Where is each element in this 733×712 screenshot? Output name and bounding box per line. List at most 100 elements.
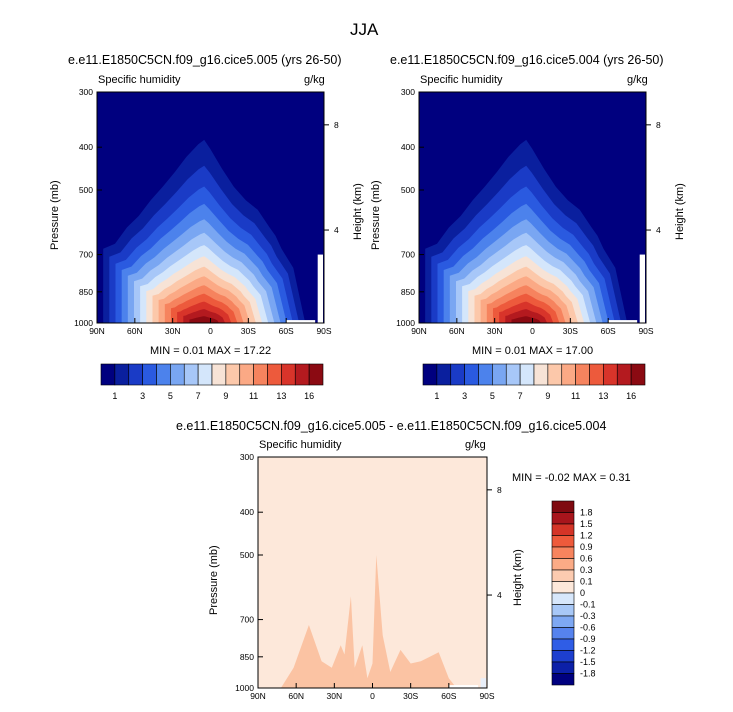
panel1-field xyxy=(97,92,324,323)
colorbar1-swatch xyxy=(156,363,171,386)
panel1-xtick-label: 60S xyxy=(279,326,294,336)
panel3-ylabel-right: Height (km) xyxy=(512,549,524,606)
colorbar2-label: 5 xyxy=(490,391,495,401)
colorbar3-swatch xyxy=(551,523,575,536)
panel3-xtick-label: 30N xyxy=(327,691,343,701)
panel3-variable: Specific humidity xyxy=(259,439,342,451)
panel3-ytick-right-label: 4 xyxy=(497,590,502,600)
panel3-ytick-label: 500 xyxy=(240,550,254,560)
panel1-ytick-label: 700 xyxy=(79,250,93,260)
panel2-xtick-label: 60S xyxy=(601,326,616,336)
panel1-title: e.e11.E1850C5CN.f09_g16.cice5.005 (yrs 2… xyxy=(68,53,342,67)
panel1-level-15 xyxy=(189,316,221,323)
colorbar2-label: 13 xyxy=(598,391,608,401)
panel3-missing-edge xyxy=(480,678,486,688)
colorbar3-label: 0.3 xyxy=(580,565,593,575)
colorbar3-label: -1.2 xyxy=(580,646,596,656)
panel2-missing-edge xyxy=(639,254,645,323)
panel1-xtick-label: 90N xyxy=(89,326,105,336)
colorbar3-swatch xyxy=(551,661,575,674)
colorbar1-label: 13 xyxy=(276,391,286,401)
colorbar3-label: 1.8 xyxy=(580,508,593,518)
colorbar2-label: 16 xyxy=(626,391,636,401)
panel1-xtick-label: 30N xyxy=(165,326,181,336)
colorbar2-swatch xyxy=(519,363,535,386)
panel1-xtick-label: 60N xyxy=(127,326,143,336)
panel3-xtick-label: 30S xyxy=(403,691,418,701)
panel2-field xyxy=(419,92,646,323)
colorbar1-label: 11 xyxy=(249,391,258,401)
colorbar1-swatch xyxy=(142,363,157,386)
colorbar2-label: 11 xyxy=(571,391,580,401)
panel2-ylabel: Pressure (mb) xyxy=(370,180,382,250)
panel1-ylabel: Pressure (mb) xyxy=(49,180,61,250)
panel3-xtick-label: 0 xyxy=(370,691,375,701)
panel2-ytick-label: 300 xyxy=(401,87,415,97)
panel1-xtick-label: 30S xyxy=(241,326,256,336)
panel3-stats: MIN = -0.02 MAX = 0.31 xyxy=(512,472,631,484)
panel2-ytick-label: 700 xyxy=(401,250,415,260)
panel1-stats: MIN = 0.01 MAX = 17.22 xyxy=(150,345,272,357)
panel1-ytick-label: 1000 xyxy=(74,318,93,328)
colorbar2-swatch xyxy=(589,363,604,386)
panel3-units: g/kg xyxy=(465,439,486,451)
colorbar3-swatch xyxy=(551,558,575,571)
colorbar2-swatch xyxy=(561,363,576,386)
colorbar2-label: 7 xyxy=(518,391,523,401)
colorbar3-swatch xyxy=(551,604,575,617)
panel2-ytick-label: 500 xyxy=(401,185,415,195)
colorbar1-swatch xyxy=(308,363,324,386)
panel3-xtick-label: 90N xyxy=(250,691,266,701)
colorbar1-swatch xyxy=(239,363,254,386)
colorbar3-label: -1.8 xyxy=(580,669,596,679)
panel1-ylabel-right: Height (km) xyxy=(352,183,364,240)
panel2-variable: Specific humidity xyxy=(420,74,503,86)
colorbar1-label: 9 xyxy=(223,391,228,401)
panel1-xtick-label: 0 xyxy=(208,326,213,336)
colorbar1-swatch xyxy=(114,363,130,386)
colorbar2-label: 9 xyxy=(545,391,550,401)
colorbar3-label: 1.5 xyxy=(580,519,593,529)
panel3-ylabel: Pressure (mb) xyxy=(208,545,220,615)
colorbar2-swatch xyxy=(547,363,563,386)
panel2-xtick-label: 30N xyxy=(487,326,503,336)
colorbar3-swatch xyxy=(551,650,575,663)
colorbar3-label: 1.2 xyxy=(580,531,593,541)
colorbar1-label: 1 xyxy=(112,391,117,401)
panel3-title: e.e11.E1850C5CN.f09_g16.cice5.005 - e.e1… xyxy=(176,419,607,433)
panel2-xtick-label: 0 xyxy=(530,326,535,336)
panel1-ytick-right-label: 4 xyxy=(334,225,339,235)
colorbar2-swatch xyxy=(436,363,452,386)
colorbar2-swatch xyxy=(450,363,465,386)
colorbar2-swatch xyxy=(422,363,438,386)
panel3-ytick-label: 300 xyxy=(240,452,254,462)
panel2-xtick-label: 60N xyxy=(449,326,465,336)
colorbar1-swatch xyxy=(197,363,213,386)
panel1-ytick-label: 850 xyxy=(79,287,93,297)
colorbar3-label: 0.1 xyxy=(580,577,593,587)
colorbar1-swatch xyxy=(225,363,241,386)
colorbar2-label: 1 xyxy=(434,391,439,401)
panel2-missing xyxy=(608,320,638,323)
colorbar1-swatch xyxy=(211,363,227,386)
panel3-xtick-label: 60S xyxy=(441,691,456,701)
panel1-ytick-label: 500 xyxy=(79,185,93,195)
panel2-ytick-label: 400 xyxy=(401,142,415,152)
panel2-title: e.e11.E1850C5CN.f09_g16.cice5.004 (yrs 2… xyxy=(390,53,664,67)
colorbar3-swatch xyxy=(551,500,575,513)
panel2-level-15 xyxy=(511,316,543,323)
colorbar1-label: 16 xyxy=(304,391,314,401)
colorbar3-swatch xyxy=(551,673,575,686)
colorbar3-label: -0.6 xyxy=(580,623,596,633)
panel3-ytick-label: 400 xyxy=(240,507,254,517)
colorbar3-label: 0.9 xyxy=(580,542,593,552)
panel3-ytick-label: 850 xyxy=(240,652,254,662)
panel1-ytick-right-label: 8 xyxy=(334,120,339,130)
colorbar1-swatch xyxy=(170,363,185,386)
colorbar1-label: 7 xyxy=(196,391,201,401)
panel2-ytick-label: 1000 xyxy=(396,318,415,328)
panel3-missing xyxy=(448,685,479,688)
panel3-xtick-label: 90S xyxy=(479,691,494,701)
colorbar3-swatch xyxy=(551,592,575,605)
panel1-missing-edge xyxy=(317,254,323,323)
